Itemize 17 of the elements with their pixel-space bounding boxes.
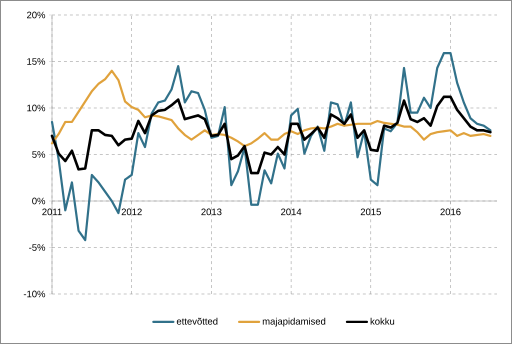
y-tick-label: 20%	[27, 12, 46, 18]
y-tick-label: 15%	[27, 58, 46, 65]
x-tick-label: 2013	[201, 208, 222, 216]
y-tick-label: -5%	[29, 244, 46, 251]
y-tick-label: -10%	[24, 290, 46, 298]
legend-label: ettevõtted	[176, 318, 218, 325]
y-tick-label: 0%	[32, 198, 46, 204]
y-tick-label: 5%	[32, 151, 46, 158]
legend-label: majapidamised	[262, 318, 326, 327]
line-series	[50, 96, 492, 174]
x-tick-label: 2016	[440, 208, 461, 216]
x-tick-label: 2015	[360, 208, 381, 216]
x-tick-label: 2014	[281, 208, 302, 216]
x-tick-label: 2011	[42, 208, 62, 216]
y-tick-label: 10%	[27, 104, 46, 112]
x-tick-label: 2012	[122, 208, 142, 216]
legend-label: kokku	[370, 318, 394, 325]
